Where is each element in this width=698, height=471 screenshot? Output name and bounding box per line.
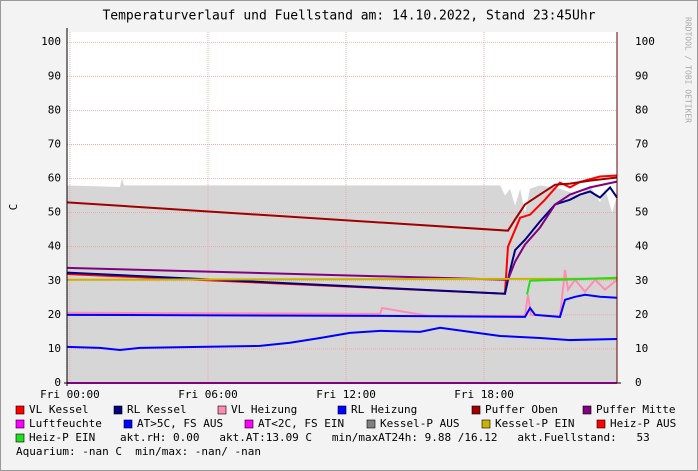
- legend-label: Kessel-P EIN: [495, 417, 574, 430]
- legend-label: Heiz-P AUS: [610, 417, 676, 430]
- watermark: RRDTOOL / TOBI OETIKER: [684, 17, 693, 123]
- legend-label: RL Heizung: [351, 403, 417, 416]
- y-tick-label: 90: [48, 69, 61, 82]
- legend-label: VL Kessel: [29, 403, 89, 416]
- legend-label: RL Kessel: [127, 403, 187, 416]
- legend-swatch: [217, 405, 227, 415]
- legend-swatch: [596, 419, 606, 429]
- y2-tick-label: 80: [635, 103, 648, 116]
- y2-tick-label: 30: [635, 274, 648, 287]
- legend-note: akt.rH: 0.00 akt.AT:13.09 C min/maxAT24h…: [120, 431, 650, 444]
- series-line: [66, 293, 618, 318]
- legend-label: Luftfeuchte: [29, 417, 102, 430]
- legend-note: Aquarium: -nan C min/max: -nan/ -nan: [16, 445, 261, 458]
- series-line: [66, 326, 618, 351]
- y2-tick-label: 20: [635, 308, 648, 321]
- x-tick-label: Fri 12:00: [316, 388, 376, 401]
- legend-swatch: [244, 419, 254, 429]
- legend-swatch: [337, 405, 347, 415]
- x-tick-label: Fri 18:00: [454, 388, 514, 401]
- y2-tick-label: 90: [635, 69, 648, 82]
- legend-label: Heiz-P EIN: [29, 431, 95, 444]
- series-line: [66, 176, 618, 232]
- y2-tick-label: 60: [635, 172, 648, 185]
- y2-tick-label: 50: [635, 206, 648, 219]
- legend-swatch: [366, 419, 376, 429]
- legend-label: AT<2C, FS EIN: [258, 417, 344, 430]
- y-tick-label: 10: [48, 342, 61, 355]
- series-line: [526, 276, 618, 295]
- y-tick-label: 30: [48, 274, 61, 287]
- x-tick-label: Fri 06:00: [178, 388, 238, 401]
- legend-swatch: [15, 419, 25, 429]
- legend-swatch: [471, 405, 481, 415]
- legend-swatch: [481, 419, 491, 429]
- chart-title: Temperaturverlauf und Fuellstand am: 14.…: [102, 9, 595, 24]
- legend-label: Puffer Oben: [485, 403, 558, 416]
- legend-swatch: [123, 419, 133, 429]
- y-tick-label: 100: [41, 35, 61, 48]
- legend-swatch: [113, 405, 123, 415]
- legend-swatch: [15, 405, 25, 415]
- legend-swatch: [582, 405, 592, 415]
- legend-swatch: [15, 433, 25, 443]
- y-axis-label: C: [7, 204, 20, 211]
- series-line: [66, 180, 618, 281]
- x-tick-label: Fri 00:00: [40, 388, 100, 401]
- y2-tick-label: 10: [635, 342, 648, 355]
- y-tick-label: 20: [48, 308, 61, 321]
- legend-label: Puffer Mitte: [596, 403, 675, 416]
- y-tick-label: 80: [48, 103, 61, 116]
- y2-tick-label: 40: [635, 240, 648, 253]
- legend-label: Kessel-P AUS: [380, 417, 459, 430]
- legend-label: AT>5C, FS AUS: [137, 417, 223, 430]
- y2-tick-label: 70: [635, 137, 648, 150]
- y-tick-label: 40: [48, 240, 61, 253]
- y-tick-label: 60: [48, 172, 61, 185]
- y-tick-label: 50: [48, 206, 61, 219]
- y-tick-label: 70: [48, 137, 61, 150]
- y2-tick-label: 100: [635, 35, 655, 48]
- y2-tick-label: 0: [635, 376, 642, 389]
- legend-label: VL Heizung: [231, 403, 297, 416]
- series-line: [66, 277, 618, 281]
- y-tick-label: 0: [54, 376, 61, 389]
